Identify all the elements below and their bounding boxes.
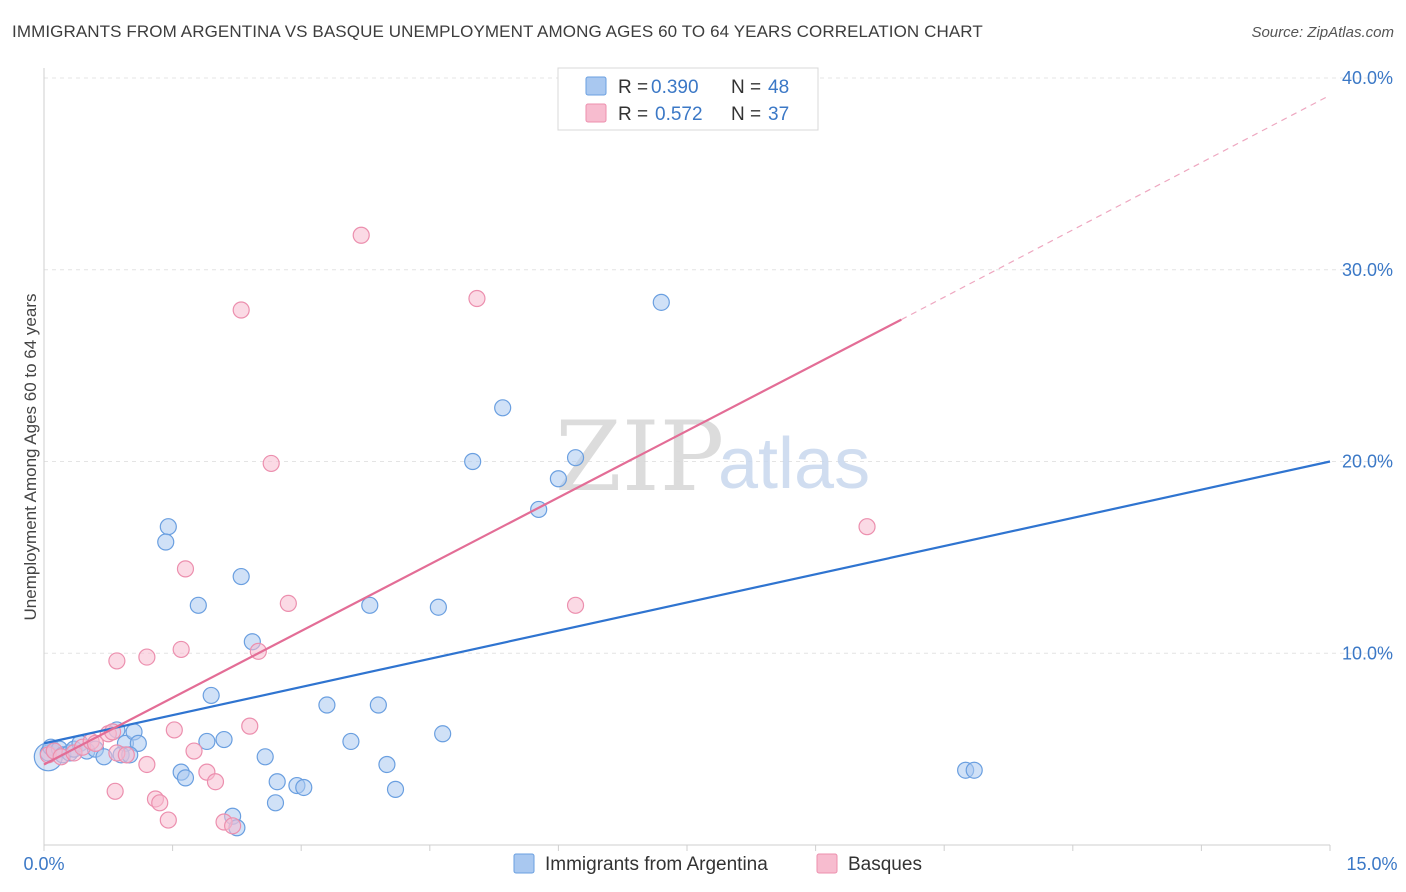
point-basques [224, 817, 242, 835]
point-argentina [157, 533, 175, 551]
point-basques [176, 560, 195, 578]
watermark-atlas: atlas [718, 424, 870, 504]
point-argentina [189, 596, 207, 614]
legend: R = 0.390 N = 48 R = 0.572 N = 37 [557, 67, 819, 131]
point-argentina [566, 449, 585, 467]
trend-line-basques [43, 318, 902, 766]
point-argentina [965, 761, 983, 779]
legend-r-value-argentina: 0.390 [651, 77, 699, 98]
point-basques [108, 652, 126, 670]
chart-title: IMMIGRANTS FROM ARGENTINA VS BASQUE UNEM… [12, 22, 983, 41]
legend-r-value-basques: 0.572 [655, 104, 703, 125]
trend-line-argentina [43, 460, 1331, 745]
point-argentina [318, 696, 336, 714]
point-argentina [295, 778, 313, 797]
point-basques [138, 755, 156, 774]
y-tick-label: 40.0% [1342, 68, 1393, 88]
point-argentina [429, 598, 447, 616]
point-argentina [652, 293, 670, 311]
legend-r-label-1: R = [618, 77, 648, 98]
point-argentina [215, 730, 233, 749]
legend-n-value-argentina: 48 [768, 77, 789, 98]
point-basques [279, 594, 297, 612]
bottom-legend-label-basques: Basques [848, 854, 922, 875]
point-argentina [378, 755, 396, 774]
point-basques [172, 640, 190, 659]
x-tick-label-max: 15.0% [1346, 854, 1397, 874]
point-argentina [268, 773, 286, 791]
series-basques-points [39, 226, 876, 835]
point-basques [262, 454, 280, 473]
bottom-legend-swatch-basques [816, 853, 838, 874]
point-argentina [386, 780, 405, 798]
point-argentina [256, 748, 274, 766]
legend-r-label-2: R = [618, 104, 648, 125]
point-argentina [369, 696, 387, 714]
trend-lines [43, 94, 1331, 766]
point-basques [858, 518, 876, 536]
point-basques [138, 648, 156, 666]
y-tick-label: 30.0% [1342, 260, 1393, 280]
point-basques [352, 226, 370, 244]
point-basques [151, 794, 169, 812]
bottom-legend-label-argentina: Immigrants from Argentina [545, 854, 768, 875]
point-basques [185, 742, 203, 760]
y-tick-label: 10.0% [1342, 643, 1393, 663]
legend-n-label-2: N = [731, 104, 761, 125]
x-tick-label-min: 0.0% [23, 854, 64, 874]
point-argentina [494, 399, 512, 417]
point-basques [159, 811, 177, 829]
point-argentina [198, 732, 216, 751]
point-basques [232, 301, 250, 319]
series-argentina-points [33, 293, 983, 837]
grid [44, 77, 1390, 654]
point-argentina [129, 734, 147, 752]
legend-n-value-basques: 37 [768, 104, 789, 125]
y-tick-label: 20.0% [1342, 452, 1393, 472]
x-tick-marks [43, 845, 1331, 851]
point-basques [165, 721, 183, 739]
legend-swatch-basques [585, 103, 607, 123]
point-argentina [202, 686, 220, 705]
point-basques [566, 596, 585, 614]
watermark: ZIP atlas [555, 401, 870, 513]
point-basques [117, 746, 135, 764]
point-argentina [176, 769, 195, 787]
point-argentina [464, 452, 482, 471]
point-argentina [549, 470, 568, 488]
point-basques [241, 717, 259, 735]
point-argentina [434, 725, 452, 743]
point-argentina [266, 794, 285, 812]
point-argentina [361, 596, 379, 614]
point-argentina [342, 732, 360, 751]
point-argentina [232, 567, 250, 586]
bottom-legend-swatch-argentina [513, 853, 535, 874]
legend-swatch-argentina [585, 76, 607, 96]
y-axis-label: Unemployment Among Ages 60 to 64 years [21, 294, 40, 621]
trend-line-basques-extension [901, 94, 1331, 321]
point-argentina [159, 518, 177, 536]
y-tick-labels: 10.0% 20.0% 30.0% 40.0% [1342, 68, 1393, 663]
point-basques [206, 773, 225, 791]
point-basques [106, 782, 124, 800]
legend-n-label-1: N = [731, 77, 761, 98]
bottom-legend: Immigrants from Argentina Basques [513, 853, 922, 875]
source-label: Source: ZipAtlas.com [1251, 24, 1394, 41]
point-basques [468, 289, 486, 308]
